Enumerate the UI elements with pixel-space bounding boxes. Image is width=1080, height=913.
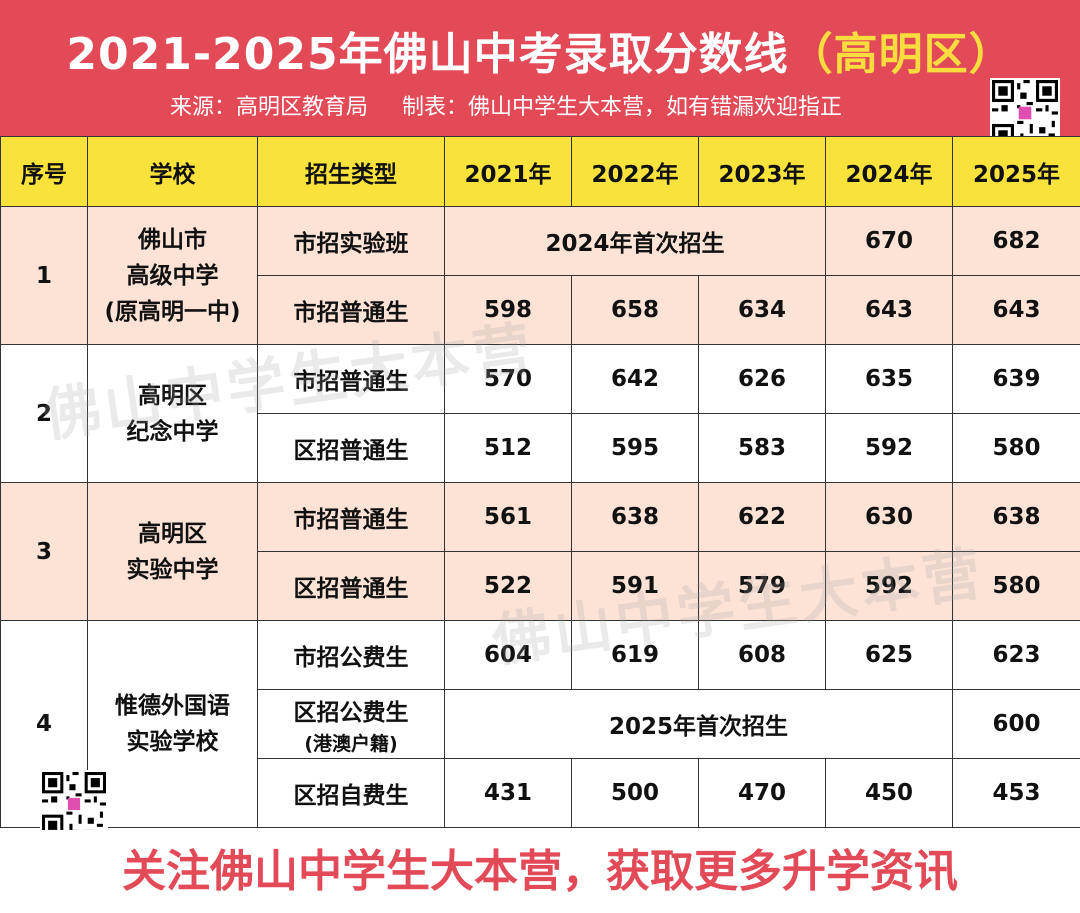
score-2022: 619 [571, 620, 699, 690]
score-2022: 638 [571, 482, 699, 552]
admission-type: 市招普通生 [257, 275, 445, 345]
col-header-type: 招生类型 [257, 136, 445, 207]
school-name-line: 实验学校 [126, 729, 219, 755]
score-2024: 450 [825, 758, 953, 828]
score-2021: 512 [444, 413, 572, 483]
column-header-row: 序号 学校 招生类型 2021年 2022年 2023年 2024年 2025年 [0, 136, 1080, 207]
admission-type: 区招公费生 (港澳户籍) [257, 689, 445, 759]
school-name: 高明区 纪念中学 [87, 344, 258, 483]
score-2023: 608 [698, 620, 826, 690]
col-header-school: 学校 [87, 136, 258, 207]
school-number: 1 [0, 206, 88, 345]
school-name-line: 纪念中学 [126, 418, 219, 445]
table-row: 1 佛山市 高级中学 (原高明一中) 市招实验班 2024年首次招生 670 6… [0, 206, 1080, 345]
page-title: 2021-2025年佛山中考录取分数线（高明区） [0, 18, 1080, 82]
score-2024: 635 [825, 344, 953, 414]
qr-code-icon [40, 770, 108, 838]
score-2023: 626 [698, 344, 826, 414]
admission-type: 区招普通生 [257, 551, 445, 621]
score-2025: 580 [952, 551, 1080, 621]
score-2021: 561 [444, 482, 572, 552]
school-name-line: 惟德外国语 [115, 693, 230, 719]
score-2024: 625 [825, 620, 953, 690]
school-name-line: (原高明一中) [104, 298, 241, 325]
table-row: 区招自费生 431 500 470 450 453 [1, 758, 1080, 828]
score-2021: 570 [444, 344, 572, 414]
footer-banner: 关注佛山中学生大本营，获取更多升学资讯 [0, 830, 1080, 913]
admission-type: 区招自费生 [257, 758, 445, 828]
table-row: 区招普通生 512 595 583 592 580 [1, 413, 1080, 483]
score-2025: 453 [952, 758, 1080, 828]
title-accent: （高明区） [788, 29, 1014, 80]
score-2025: 580 [952, 413, 1080, 483]
table-row: 市招普通生 598 658 634 643 643 [1, 275, 1080, 345]
score-2021: 604 [444, 620, 572, 690]
school-name: 佛山市 高级中学 (原高明一中) [87, 206, 258, 345]
score-2023: 579 [698, 551, 826, 621]
score-2021: 431 [444, 758, 572, 828]
score-2024: 670 [825, 206, 953, 276]
score-2022: 658 [571, 275, 699, 345]
admission-type: 区招普通生 [257, 413, 445, 483]
score-2022: 595 [571, 413, 699, 483]
header-banner: 2021-2025年佛山中考录取分数线（高明区） 来源：高明区教育局 制表：佛山中… [0, 0, 1080, 136]
school-number: 2 [0, 344, 88, 483]
table-row: 3 高明区 实验中学 市招普通生 561 638 622 630 638 [0, 482, 1080, 621]
table-row: 4 惟德外国语 实验学校 市招公费生 604 619 608 625 623 [0, 620, 1080, 828]
school-number: 3 [0, 482, 88, 621]
maker-text: 制表：佛山中学生大本营，如有错漏欢迎指正 [402, 95, 843, 120]
score-2024: 643 [825, 275, 953, 345]
admission-type: 市招公费生 [257, 620, 445, 690]
qr-code-icon [990, 78, 1060, 148]
score-2025: 600 [952, 689, 1080, 759]
score-2023: 622 [698, 482, 826, 552]
score-2022: 642 [571, 344, 699, 414]
score-2025: 643 [952, 275, 1080, 345]
col-header-2023: 2023年 [698, 136, 826, 207]
admission-type: 市招普通生 [257, 344, 445, 414]
school-name-line: 高明区 [138, 520, 207, 547]
col-header-2022: 2022年 [571, 136, 699, 207]
first-enrollment-note: 2025年首次招生 [444, 689, 953, 759]
school-name: 高明区 实验中学 [87, 482, 258, 621]
score-2022: 591 [571, 551, 699, 621]
school-name-line: 高明区 [138, 382, 207, 409]
subtitle: 来源：高明区教育局 制表：佛山中学生大本营，如有错漏欢迎指正 [170, 89, 842, 121]
col-header-2021: 2021年 [444, 136, 572, 207]
school-name-line: 实验中学 [126, 556, 219, 583]
admission-type: 市招实验班 [257, 206, 445, 276]
score-table: 序号 学校 招生类型 2021年 2022年 2023年 2024年 2025年… [0, 136, 1080, 828]
score-2025: 623 [952, 620, 1080, 690]
admission-type-sub: (港澳户籍) [304, 732, 398, 755]
first-enrollment-note: 2024年首次招生 [444, 206, 826, 276]
score-2024: 592 [825, 551, 953, 621]
score-2024: 592 [825, 413, 953, 483]
score-2023: 634 [698, 275, 826, 345]
school-name: 惟德外国语 实验学校 [87, 620, 258, 828]
score-2025: 682 [952, 206, 1080, 276]
score-2023: 470 [698, 758, 826, 828]
table-row: 2 高明区 纪念中学 市招普通生 570 642 626 635 639 [0, 344, 1080, 483]
admission-type: 市招普通生 [257, 482, 445, 552]
school-name-line: 高级中学 [126, 262, 219, 289]
admission-type-label: 区招公费生 [293, 699, 409, 726]
score-2025: 639 [952, 344, 1080, 414]
title-main: 2021-2025年佛山中考录取分数线 [66, 29, 789, 80]
table-row: 区招公费生 (港澳户籍) 2025年首次招生 600 [1, 689, 1080, 759]
score-2021: 598 [444, 275, 572, 345]
score-2024: 630 [825, 482, 953, 552]
score-2021: 522 [444, 551, 572, 621]
table-row: 区招普通生 522 591 579 592 580 [1, 551, 1080, 621]
score-2022: 500 [571, 758, 699, 828]
score-2025: 638 [952, 482, 1080, 552]
col-header-no: 序号 [0, 136, 88, 207]
col-header-2025: 2025年 [952, 136, 1080, 207]
source-text: 来源：高明区教育局 [170, 95, 369, 120]
school-name-line: 佛山市 [138, 226, 207, 253]
col-header-2024: 2024年 [825, 136, 953, 207]
score-2023: 583 [698, 413, 826, 483]
